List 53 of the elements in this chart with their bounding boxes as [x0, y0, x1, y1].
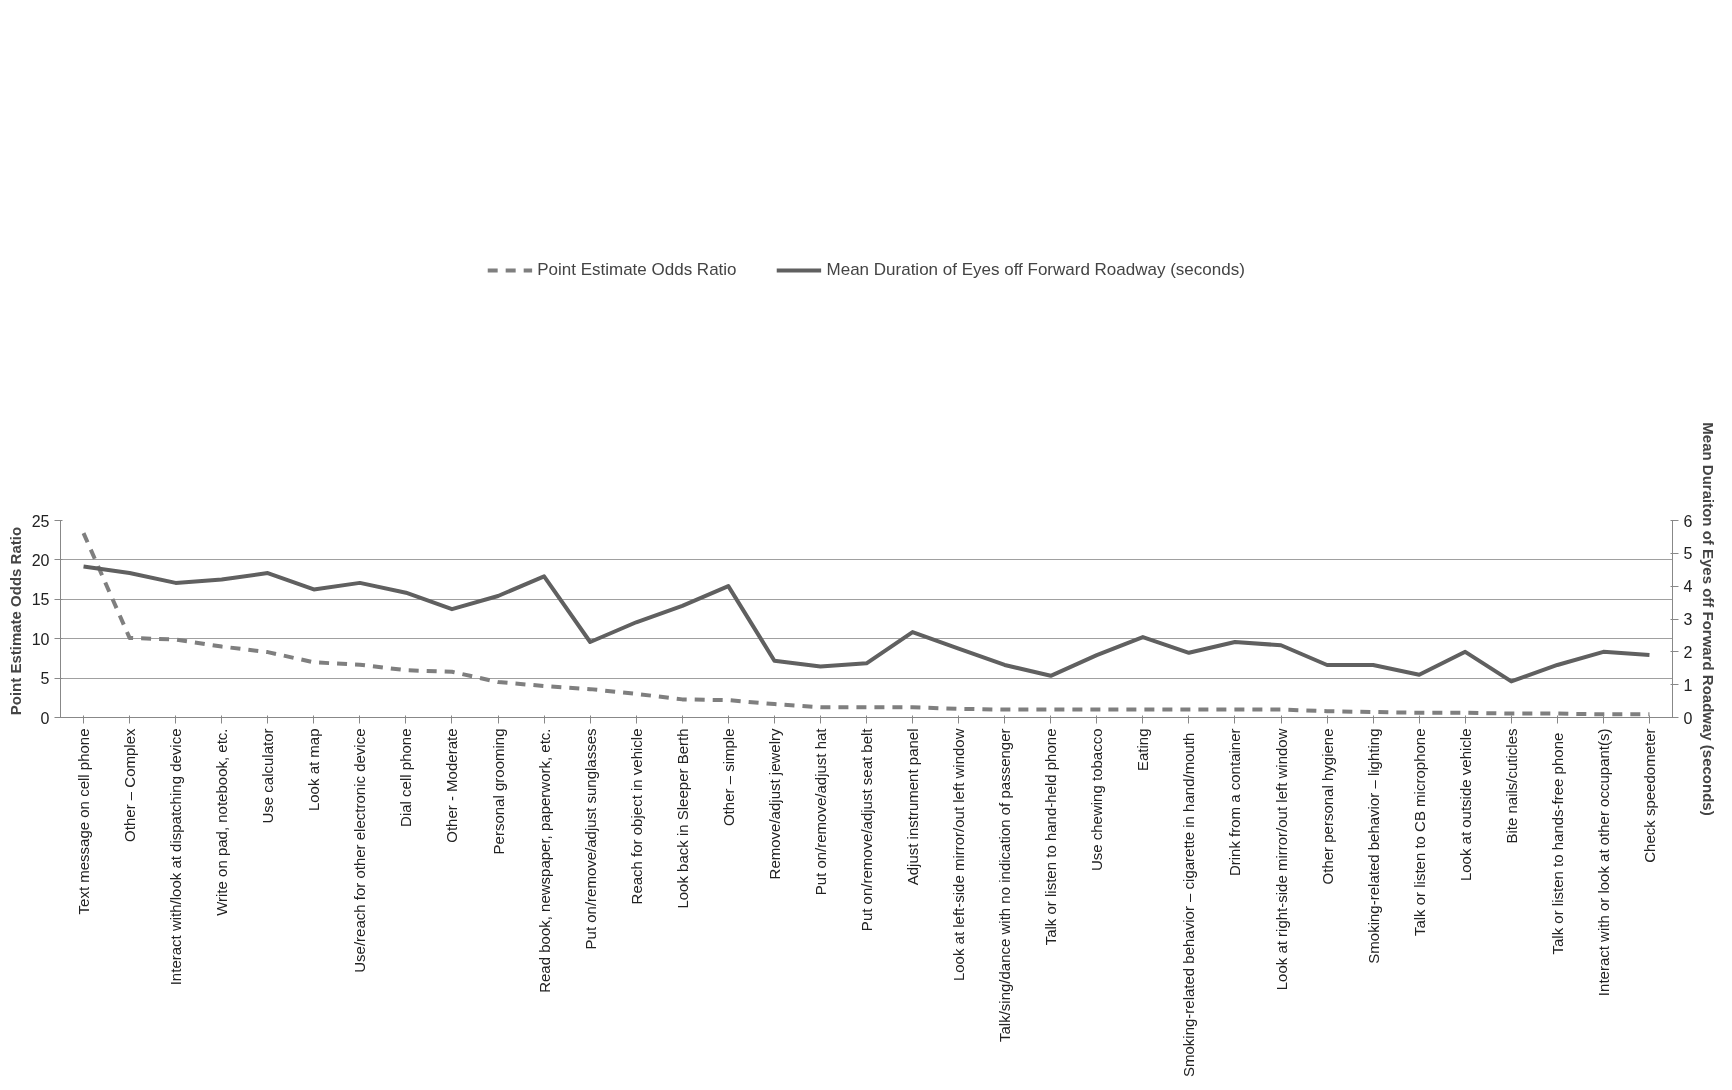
- x-tick-label: Smoking-related behavior – cigarette in hand/mouth: [1180, 732, 1198, 1078]
- x-tick-label: Other – simple: [719, 728, 737, 827]
- x-tick-label: Look at left-side mirror/out left window: [950, 728, 968, 982]
- y2-tick-label: 1: [1683, 676, 1693, 694]
- x-tick-label: Put on/remove/adjust hat: [811, 727, 829, 896]
- x-tick-label: Look at outside vehicle: [1456, 728, 1474, 882]
- x-tick-label: Dial cell phone: [397, 728, 415, 827]
- x-tick-label: Personal grooming: [489, 728, 507, 855]
- y-tick-label: 25: [31, 512, 50, 530]
- x-tick-label: Smoking-related behavior – lighting: [1364, 728, 1382, 964]
- x-tick-label: Eating: [1134, 728, 1152, 772]
- x-tick-label: Talk or listen to hands-free phone: [1548, 732, 1566, 955]
- x-tick-label: Put on/remove/adjust seat belt: [858, 727, 875, 932]
- x-tick-label: Check speedometer: [1640, 728, 1658, 863]
- x-tick-label: Interact with or look at other occupant(s): [1594, 728, 1612, 997]
- y-axis-title: Point Estimate Odds Ratio: [6, 526, 24, 716]
- y-tick-label: 10: [31, 630, 50, 648]
- x-tick-label: Use/reach for other electronic device: [351, 728, 369, 973]
- x-tick-label: Put on/remove/adjust sunglasses: [581, 728, 599, 950]
- x-tick-label: Other personal hygiene: [1318, 728, 1336, 885]
- y2-tick-label: 5: [1683, 545, 1693, 563]
- x-tick-label: Use calculator: [259, 728, 277, 824]
- y-tick-label: 15: [31, 591, 50, 609]
- y2-axis-title: Mean Duraiton of Eyes off Forward Roadway (seconds): [1700, 422, 1718, 816]
- x-tick-label: Talk/sing/dance with no indication of passenger: [996, 728, 1014, 1043]
- x-tick-label: Look back in Sleeper Berth: [673, 728, 691, 909]
- legend-label: Point Estimate Odds Ratio: [537, 260, 737, 280]
- x-tick-label: Use chewing tobacco: [1088, 728, 1106, 872]
- x-tick-label: Read book, newspaper, paperwork, etc.: [535, 728, 553, 993]
- y-tick-label: 0: [40, 709, 50, 727]
- y2-tick-label: 0: [1683, 709, 1693, 727]
- x-tick-label: Interact with/look at dispatching device: [167, 728, 185, 986]
- x-tick-label: Remove/adjust jewelry: [765, 728, 783, 880]
- y-tick-label: 5: [40, 670, 50, 688]
- line-series: [81, 564, 1652, 684]
- x-tick-label: Write on pad, notebook, etc.: [213, 728, 231, 916]
- y2-tick-label: 6: [1683, 512, 1693, 530]
- x-tick-label: Other - Moderate: [443, 728, 461, 843]
- x-tick-label: Bite nails/cuticles: [1502, 728, 1520, 844]
- x-tick-label: Other – Complex: [121, 728, 139, 842]
- x-tick-label: Text message on cell phone: [75, 728, 93, 915]
- x-tick-label: Look at map: [305, 728, 323, 812]
- y2-tick-label: 2: [1683, 643, 1693, 661]
- x-tick-label: Talk or listen to CB microphone: [1410, 728, 1428, 937]
- x-tick-label: Reach for object in vehicle: [627, 728, 645, 905]
- x-tick-label: Look at right-side mirror/out left window: [1272, 728, 1290, 991]
- x-tick-label: Adjust instrument panel: [904, 728, 922, 886]
- x-tick-label: Talk or listen to hand-held phone: [1042, 728, 1060, 946]
- x-tick-label: Drink from a container: [1226, 728, 1244, 877]
- y-tick-label: 20: [31, 551, 50, 569]
- y2-tick-label: 3: [1683, 611, 1693, 628]
- y2-tick-label: 4: [1683, 578, 1693, 596]
- legend-label: Mean Duration of Eyes off Forward Roadway (seconds): [826, 260, 1245, 280]
